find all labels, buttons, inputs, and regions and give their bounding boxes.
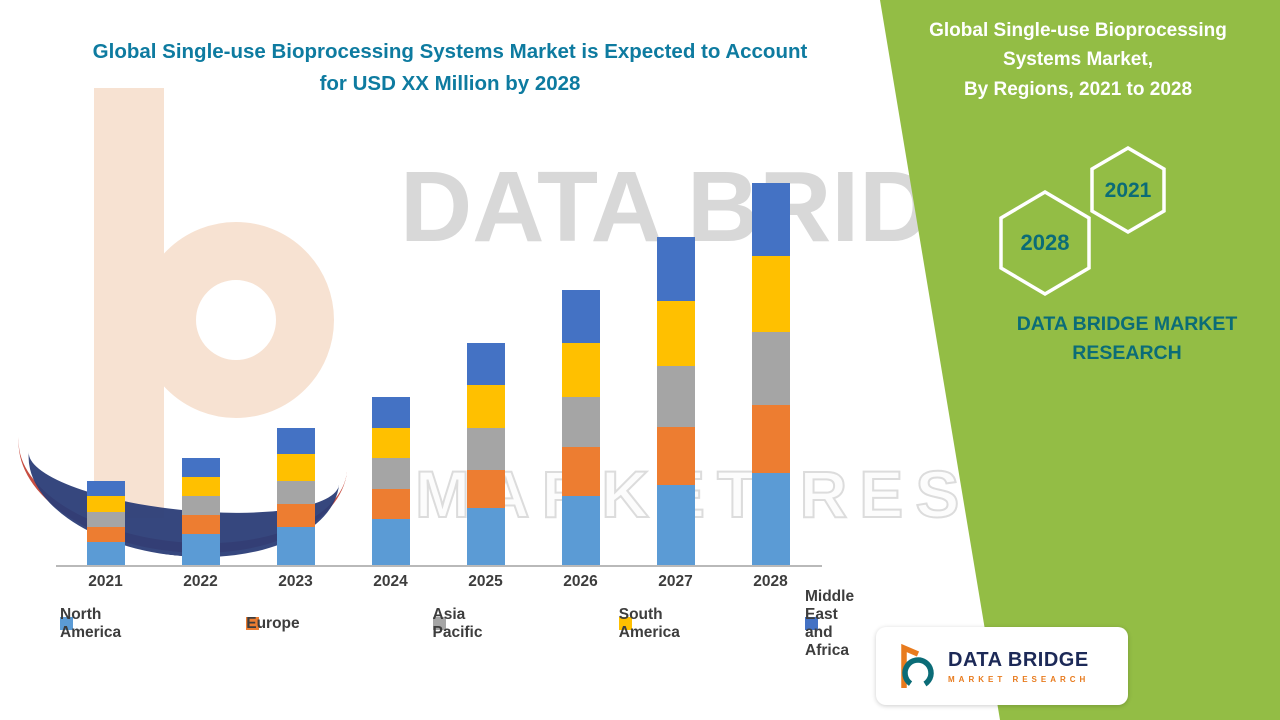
bar-segment-2022 xyxy=(181,477,220,497)
bar-segment-2027 xyxy=(656,366,695,428)
bar-segment-2026 xyxy=(561,290,600,344)
bar-segment-2024 xyxy=(371,488,410,520)
logo-card: DATA BRIDGE MARKET RESEARCH xyxy=(876,627,1128,705)
bar-segment-2025 xyxy=(466,343,505,386)
bar-2027 xyxy=(656,183,695,565)
x-tick-label: 2023 xyxy=(278,573,313,590)
bar-segment-2027 xyxy=(656,301,695,367)
x-tick-label: 2028 xyxy=(753,573,788,590)
legend-swatch xyxy=(60,617,73,630)
bar-segment-2024 xyxy=(371,427,410,459)
bar-segment-2021 xyxy=(86,481,125,497)
legend-item: Europe xyxy=(246,615,300,632)
chart-legend: North America Europe Asia Pacific South Ame… xyxy=(60,588,854,659)
bar-segment-2023 xyxy=(276,526,315,565)
bar-segment-2022 xyxy=(181,496,220,516)
x-axis-labels: 2021 2022 2023 2024 2025 2026 2027 2028 xyxy=(58,573,818,591)
hexagon-year: 2028 xyxy=(1021,230,1070,255)
bar-segment-2026 xyxy=(561,396,600,447)
bar-segment-2026 xyxy=(561,496,600,565)
logo-subtitle: MARKET RESEARCH xyxy=(948,674,1090,684)
legend-item: North America xyxy=(60,606,121,641)
hexagon-outline xyxy=(999,189,1091,297)
side-panel-heading-line1: Global Single-use Bioprocessing Systems … xyxy=(929,20,1227,71)
x-tick-label: 2021 xyxy=(88,573,123,590)
bar-segment-2021 xyxy=(86,542,125,565)
bar-2028 xyxy=(751,183,790,565)
bar-segment-2024 xyxy=(371,458,410,489)
logo-name: DATA BRIDGE xyxy=(948,648,1089,671)
brand-text: DATA BRIDGE MARKET RESEARCH xyxy=(1016,313,1238,365)
x-axis-line xyxy=(56,565,822,567)
x-tick-label: 2022 xyxy=(183,573,218,590)
x-tick-label: 2026 xyxy=(563,573,598,590)
hexagon-outline xyxy=(1090,145,1166,235)
logo-text-block: DATA BRIDGE MARKET RESEARCH xyxy=(948,649,1089,684)
legend-swatch xyxy=(432,617,446,630)
bar-segment-2021 xyxy=(86,496,125,512)
bar-segment-2023 xyxy=(276,503,315,527)
legend-swatch xyxy=(246,617,260,630)
bar-segment-2022 xyxy=(181,458,220,478)
bar-2025 xyxy=(466,183,505,565)
bar-segment-2023 xyxy=(276,427,315,455)
legend-label: South America xyxy=(618,605,680,641)
bar-segment-2028 xyxy=(751,404,790,474)
bar-2022 xyxy=(181,183,220,565)
bar-2021 xyxy=(86,183,125,565)
x-tick-label: 2025 xyxy=(468,573,503,590)
x-tick-label: 2024 xyxy=(373,573,408,590)
legend-item: Middle East and Africa xyxy=(805,588,854,659)
bar-segment-2021 xyxy=(86,526,125,543)
legend-swatch xyxy=(805,617,818,630)
bar-segment-2025 xyxy=(466,385,505,428)
bar-segment-2028 xyxy=(751,255,790,332)
legend-label: Asia Pacific xyxy=(432,605,483,641)
chart-title: Global Single-use Bioprocessing Systems … xyxy=(92,40,808,95)
bar-segment-2028 xyxy=(751,473,790,565)
bar-segment-2022 xyxy=(181,515,220,535)
bar-segment-2026 xyxy=(561,446,600,497)
legend-label: North America xyxy=(60,605,122,641)
bar-segment-2023 xyxy=(276,454,315,481)
plot-area xyxy=(58,183,818,565)
legend-label: Middle East and Africa xyxy=(805,587,855,659)
legend-swatch xyxy=(618,617,632,630)
legend-label: Europe xyxy=(246,614,300,632)
bar-segment-2025 xyxy=(466,469,505,508)
legend-item: South America xyxy=(618,606,680,641)
bar-segment-2024 xyxy=(371,396,410,428)
bar-segment-2025 xyxy=(466,427,505,470)
legend-item: Asia Pacific xyxy=(432,606,482,641)
side-panel-heading-line2: By Regions, 2021 to 2028 xyxy=(963,78,1193,100)
bar-segment-2026 xyxy=(561,343,600,397)
bar-segment-2021 xyxy=(86,511,125,527)
hexagon-2021: 2021 xyxy=(1090,145,1166,235)
bar-segment-2028 xyxy=(751,183,790,256)
bar-segment-2027 xyxy=(656,427,695,485)
dbmr-logo-icon xyxy=(901,643,934,689)
bar-segment-2024 xyxy=(371,519,410,565)
hexagon-2028: 2028 xyxy=(999,189,1091,297)
side-panel-heading: Global Single-use Bioprocessing Systems … xyxy=(898,16,1258,104)
bar-segment-2022 xyxy=(181,534,220,565)
bar-segment-2027 xyxy=(656,484,695,565)
bar-2026 xyxy=(561,183,600,565)
bar-segment-2025 xyxy=(466,507,505,565)
bar-segment-2027 xyxy=(656,236,695,302)
x-tick-label: 2027 xyxy=(658,573,693,590)
bar-segment-2023 xyxy=(276,481,315,504)
bar-segment-2028 xyxy=(751,332,790,405)
bar-2024 xyxy=(371,183,410,565)
bar-2023 xyxy=(276,183,315,565)
hexagon-year: 2021 xyxy=(1105,179,1152,202)
